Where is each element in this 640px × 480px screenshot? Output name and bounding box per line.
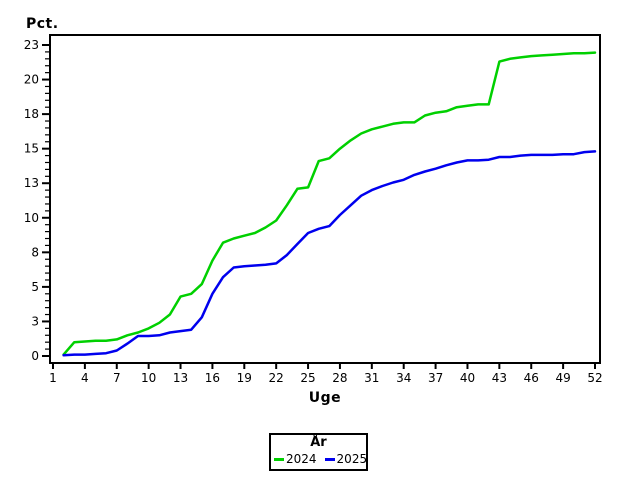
x-tick-label: 28 [332, 371, 347, 385]
legend-swatch-2025-line [324, 457, 335, 461]
x-axis-title: Uge [308, 390, 342, 406]
y-tick-label: 0 [31, 349, 39, 363]
y-tick-label: 20 [24, 73, 39, 87]
x-tick-label: 25 [300, 371, 315, 385]
x-tick-label: 31 [364, 371, 379, 385]
series-line-2024 [62, 51, 597, 356]
x-tick-label: 43 [492, 371, 507, 385]
x-tick-label: 19 [237, 371, 252, 385]
x-tick-label: 16 [205, 371, 220, 385]
y-axis-title: Pct. [26, 16, 59, 32]
y-tick-label: 8 [31, 245, 39, 259]
legend-entry-2025: 2025 [324, 452, 368, 466]
x-tick-label: 1 [49, 371, 57, 385]
x-tick-label: 4 [81, 371, 89, 385]
x-tick-label: 40 [460, 371, 475, 385]
x-tick-label: 7 [113, 371, 121, 385]
y-tick-label: 15 [24, 142, 39, 156]
y-tick-label: 3 [31, 314, 39, 328]
x-tick-label: 10 [141, 371, 156, 385]
x-tick-label: 46 [524, 371, 539, 385]
y-tick-label: 10 [24, 211, 39, 225]
y-tick-label: 5 [31, 280, 39, 294]
legend-swatch-2024-line [274, 457, 284, 461]
y-tick-label: 18 [24, 107, 39, 121]
x-tick-label: 52 [587, 371, 602, 385]
y-tick-label: 13 [24, 176, 39, 190]
legend-label-2024: 2024 [286, 452, 317, 466]
x-tick-label: 22 [269, 371, 284, 385]
x-tick-label: 49 [555, 371, 570, 385]
legend: År 2024 2025 [269, 433, 368, 471]
x-tick-label: 34 [396, 371, 411, 385]
legend-entry-2024: 2024 [274, 452, 317, 466]
series-line-2025 [62, 150, 597, 357]
legend-entries: 2024 2025 [271, 452, 368, 466]
legend-label-2025: 2025 [336, 452, 368, 466]
legend-title: År [310, 435, 327, 450]
y-tick-label: 23 [24, 38, 39, 52]
x-tick-label: 37 [428, 371, 443, 385]
x-tick-label: 13 [173, 371, 188, 385]
plot-frame [49, 34, 601, 364]
